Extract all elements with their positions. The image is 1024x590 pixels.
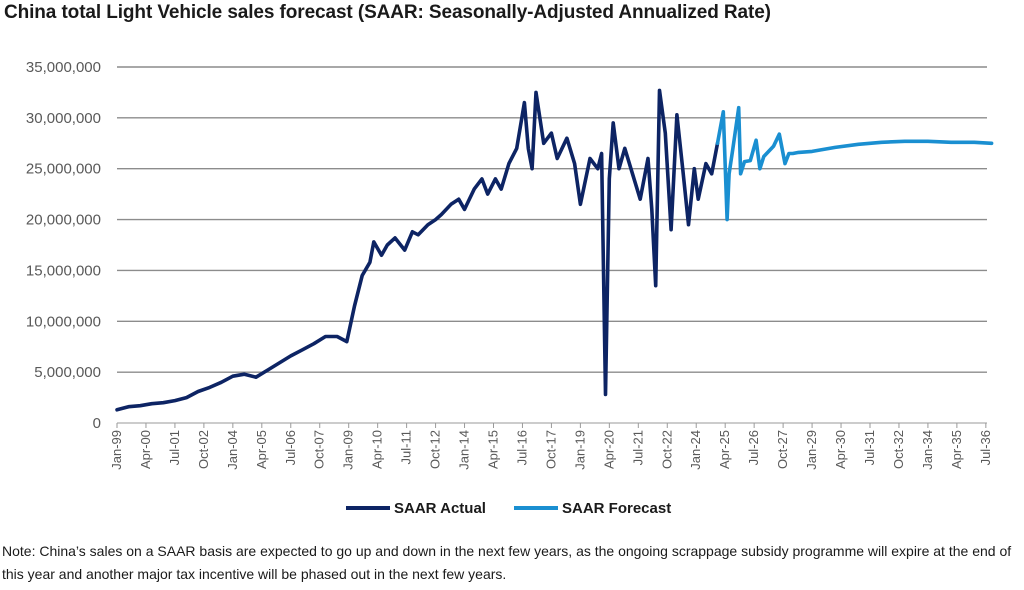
- x-tick-label: Apr-10: [370, 430, 385, 469]
- x-tick-label: Jan-24: [688, 430, 703, 470]
- legend-label: SAAR Actual: [394, 500, 486, 517]
- x-axis-tick-labels: Jan-99 Apr-00 Jul-01 Oct-02 Jan-04 Apr-05 Jul-…: [109, 430, 993, 470]
- x-tick-label: Oct-27: [775, 430, 790, 469]
- x-tick-label: Jul-11: [399, 430, 414, 464]
- legend-label: SAAR Forecast: [562, 500, 671, 517]
- y-axis-tick-labels: 0 5,000,000 10,000,000 15,000,000 20,000,000…: [26, 59, 101, 432]
- series-lines: [115, 88, 994, 412]
- x-tick-label: Jan-04: [225, 430, 240, 470]
- y-tick-label: 0: [93, 415, 101, 432]
- x-tick-label: Jul-01: [167, 430, 182, 465]
- x-tick-label: Oct-12: [428, 430, 443, 469]
- y-tick-label: 20,000,000: [26, 212, 101, 229]
- x-tick-label: Jul-06: [283, 430, 298, 465]
- x-tick-label: Jan-09: [341, 430, 356, 470]
- x-tick-label: Apr-00: [138, 430, 153, 469]
- chart-title: China total Light Vehicle sales forecast…: [4, 2, 771, 23]
- series-line-actual: [115, 88, 720, 412]
- legend: SAAR Actual SAAR Forecast: [346, 500, 671, 517]
- x-tick-label: Apr-25: [717, 430, 732, 469]
- x-tick-label: Apr-30: [833, 430, 848, 469]
- y-tick-label: 25,000,000: [26, 161, 101, 178]
- x-tick-label: Oct-02: [196, 430, 211, 469]
- x-tick-label: Oct-32: [891, 430, 906, 469]
- x-tick-label: Jan-19: [572, 430, 587, 470]
- series-line-forecast: [715, 105, 994, 222]
- line-chart: 0 5,000,000 10,000,000 15,000,000 20,000,000…: [26, 59, 994, 517]
- x-tick-label: Oct-17: [543, 430, 558, 469]
- y-tick-label: 5,000,000: [34, 364, 101, 381]
- x-tick-label: Jan-14: [457, 430, 472, 470]
- x-tick-label: Apr-05: [254, 430, 269, 469]
- x-tick-label: Oct-07: [312, 430, 327, 469]
- x-tick-label: Apr-35: [949, 430, 964, 469]
- x-tick-label: Jul-36: [978, 430, 993, 465]
- x-axis: [116, 423, 987, 428]
- y-tick-label: 15,000,000: [26, 262, 101, 279]
- x-tick-label: Jul-16: [514, 430, 529, 465]
- x-tick-label: Jul-21: [630, 430, 645, 465]
- y-tick-label: 35,000,000: [26, 59, 101, 76]
- x-tick-label: Apr-20: [601, 430, 616, 469]
- x-tick-label: Jan-99: [109, 430, 124, 470]
- x-tick-label: Apr-15: [485, 430, 500, 469]
- y-tick-label: 30,000,000: [26, 110, 101, 127]
- y-tick-label: 10,000,000: [26, 313, 101, 330]
- chart-gridlines: [117, 66, 987, 424]
- footnote: Note: China’s sales on a SAAR basis are …: [2, 543, 1012, 582]
- x-tick-label: Jan-29: [804, 430, 819, 470]
- x-tick-label: Jul-31: [862, 430, 877, 465]
- x-tick-label: Oct-22: [659, 430, 674, 469]
- x-tick-label: Jan-34: [920, 430, 935, 470]
- x-tick-label: Jul-26: [746, 430, 761, 465]
